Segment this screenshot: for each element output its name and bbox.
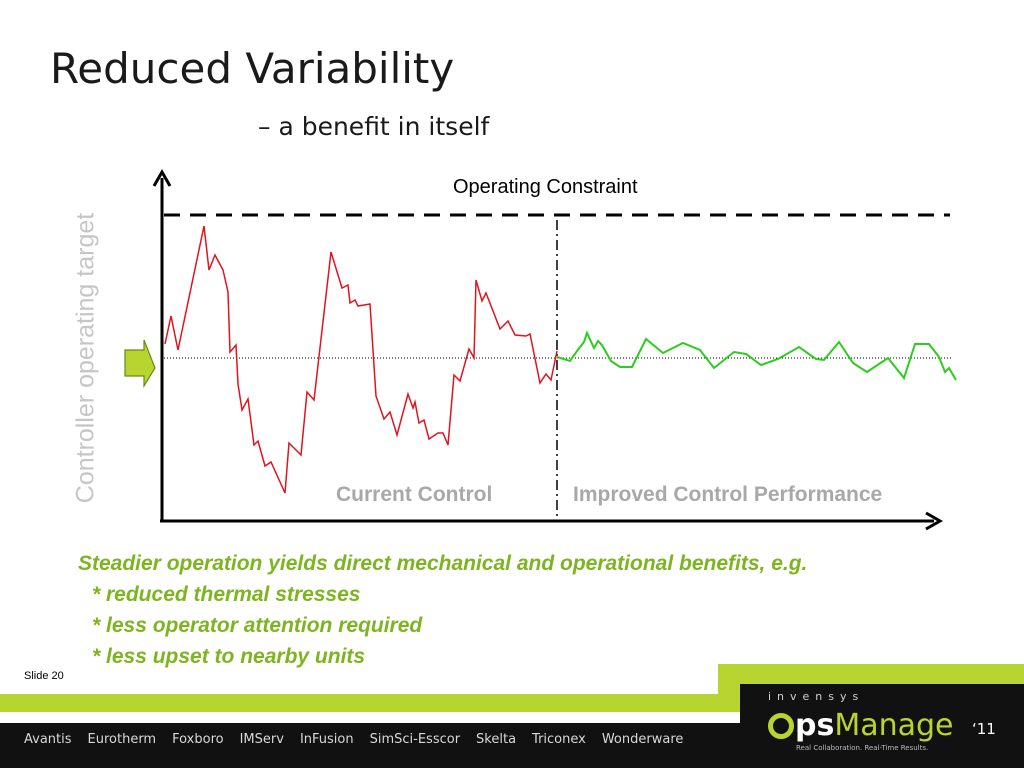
footer-product: Avantis bbox=[24, 732, 72, 747]
ops-logo-ps: ps bbox=[795, 708, 835, 743]
benefit-item: * less upset to nearby units bbox=[92, 645, 366, 668]
slide-title: Reduced Variability bbox=[50, 44, 455, 93]
footer-product: IMServ bbox=[239, 732, 284, 747]
benefit-item: * less operator attention required bbox=[92, 614, 423, 637]
ops-o-icon bbox=[768, 713, 794, 739]
y-axis-arrowhead bbox=[152, 168, 172, 187]
footer-product: InFusion bbox=[299, 732, 354, 747]
benefits-list: Steadier operation yields direct mechani… bbox=[78, 548, 807, 672]
target-arrow-icon bbox=[124, 339, 156, 389]
ops-logo-year: ‘11 bbox=[972, 720, 996, 738]
y-axis-label: Controller operating target bbox=[71, 212, 100, 504]
improved-control-trace bbox=[556, 330, 957, 381]
invensys-logo-text: invensys bbox=[768, 690, 865, 703]
benefits-heading: Steadier operation yields direct mechani… bbox=[78, 552, 808, 575]
footer-product: Skelta bbox=[476, 732, 517, 747]
footer-product-list: Avantis Eurotherm Foxboro IMServ InFusio… bbox=[24, 732, 683, 747]
current-control-label: Current Control bbox=[336, 483, 493, 506]
slide-number: Slide 20 bbox=[24, 670, 64, 682]
opsmanage-logo: ps Manage bbox=[768, 708, 954, 743]
improved-control-label: Improved Control Performance bbox=[573, 483, 883, 506]
operating-constraint-label: Operating Constraint bbox=[453, 176, 638, 198]
slide-subtitle: – a benefit in itself bbox=[258, 112, 490, 141]
footer-product: SimSci-Esscor bbox=[369, 732, 461, 747]
footer-product: Foxboro bbox=[172, 732, 224, 747]
footer-accent-band bbox=[0, 664, 1024, 712]
footer-product: Wonderware bbox=[601, 732, 684, 747]
current-control-trace bbox=[164, 225, 558, 494]
x-axis-arrowhead bbox=[925, 511, 944, 531]
footer-product: Eurotherm bbox=[87, 732, 157, 747]
benefit-item: * reduced thermal stresses bbox=[92, 583, 361, 606]
brand-tagline: Real Collaboration. Real-Time Results. bbox=[796, 744, 929, 752]
ops-logo-manage: Manage bbox=[834, 708, 954, 743]
footer-product: Triconex bbox=[532, 732, 586, 747]
